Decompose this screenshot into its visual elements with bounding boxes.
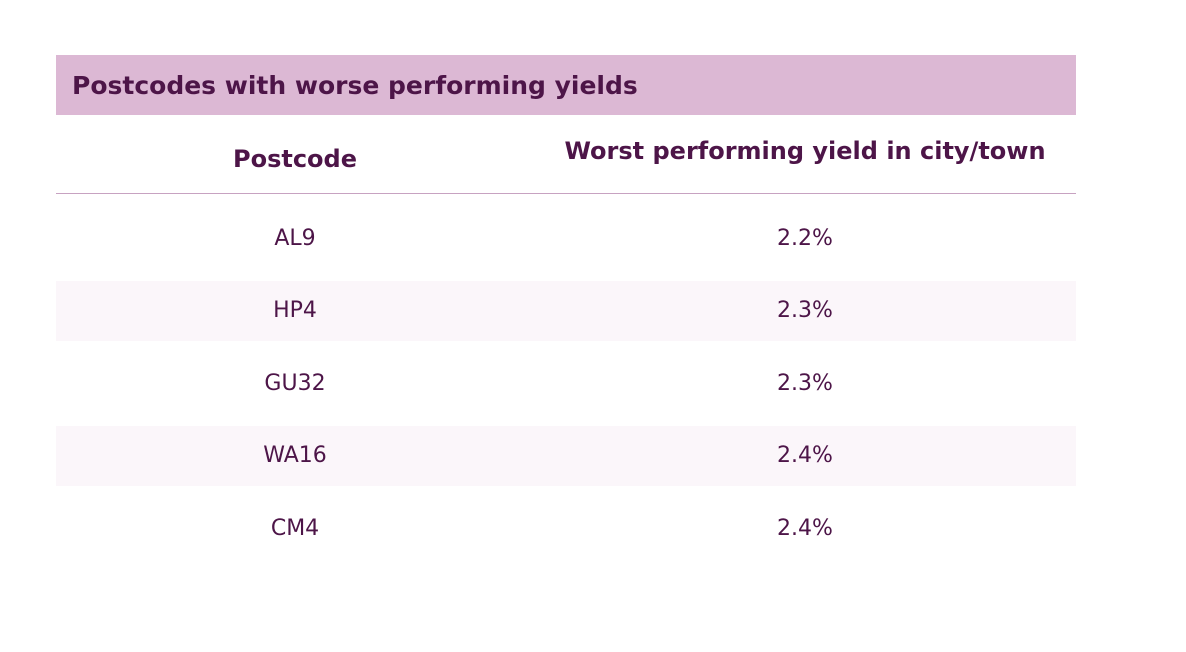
table-row: AL9 2.2% bbox=[56, 208, 1076, 268]
postcode-cell: HP4 bbox=[273, 298, 317, 323]
postcode-cell: AL9 bbox=[274, 225, 316, 251]
table-header-row: Postcode Worst performing yield in city/… bbox=[56, 115, 1076, 194]
table-row: GU32 2.3% bbox=[56, 353, 1076, 413]
yield-cell: 2.3% bbox=[777, 370, 833, 396]
postcode-cell: CM4 bbox=[270, 515, 320, 541]
column-header-postcode: Postcode bbox=[232, 145, 357, 173]
table-row: CM4 2.4% bbox=[56, 498, 1076, 558]
table-row: WA16 2.4% bbox=[56, 425, 1076, 486]
postcode-cell: WA16 bbox=[263, 443, 327, 468]
table-row: HP4 2.3% bbox=[56, 280, 1076, 341]
table-title: Postcodes with worse performing yields bbox=[56, 55, 1076, 115]
postcode-cell: GU32 bbox=[264, 370, 326, 396]
yield-cell: 2.3% bbox=[777, 298, 833, 323]
yield-cell: 2.4% bbox=[777, 443, 833, 468]
column-header-yield: Worst performing yield in city/town bbox=[564, 137, 1046, 165]
yield-cell: 2.4% bbox=[777, 515, 833, 541]
yield-cell: 2.2% bbox=[777, 225, 833, 251]
yields-table: Postcodes with worse performing yields P… bbox=[56, 55, 1076, 571]
